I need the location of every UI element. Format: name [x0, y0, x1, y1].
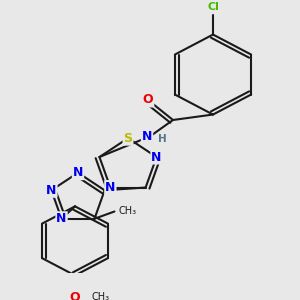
Text: N: N — [151, 151, 162, 164]
Text: O: O — [70, 291, 80, 300]
Text: S: S — [124, 132, 133, 145]
Text: N: N — [46, 184, 57, 197]
Text: CH₃: CH₃ — [91, 292, 109, 300]
Text: O: O — [143, 94, 153, 106]
Text: H: H — [158, 134, 166, 144]
Text: CH₃: CH₃ — [118, 206, 136, 217]
Text: N: N — [73, 166, 83, 179]
Text: N: N — [105, 181, 116, 194]
Text: N: N — [56, 212, 67, 225]
Text: Cl: Cl — [207, 2, 219, 12]
Text: N: N — [142, 130, 152, 143]
